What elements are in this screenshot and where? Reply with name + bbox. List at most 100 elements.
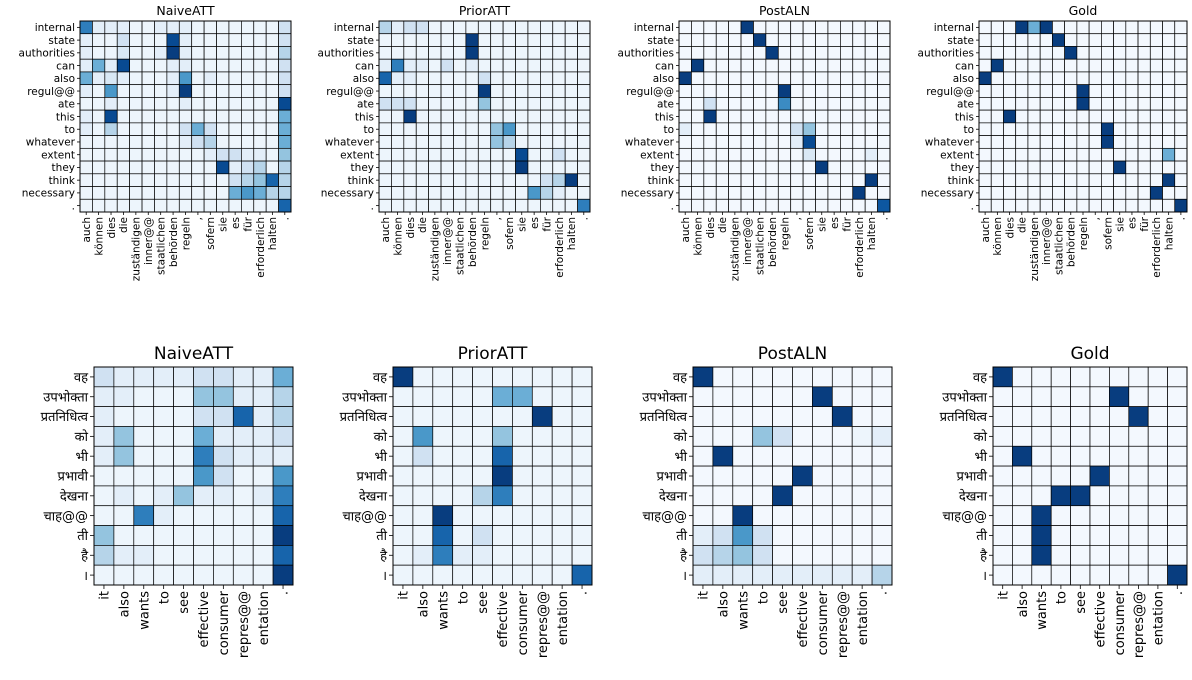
heatmap-cell — [265, 160, 279, 175]
heatmap-cell — [253, 109, 267, 124]
heatmap-cell — [564, 122, 578, 136]
heatmap-cell — [552, 186, 566, 200]
heatmap-cell — [178, 173, 193, 187]
heatmap-cell — [871, 366, 893, 388]
heatmap-cell — [703, 46, 717, 60]
heatmap-cell — [852, 160, 866, 175]
heatmap-cell — [1039, 135, 1053, 149]
heatmap-cell — [678, 160, 692, 175]
heatmap-cell — [1167, 406, 1188, 427]
heatmap-cell — [465, 186, 479, 200]
heatmap-cell — [815, 135, 829, 149]
heatmap-cell — [1003, 147, 1017, 162]
y-tick-label: authorities — [19, 48, 75, 60]
heatmap-cell — [1070, 445, 1091, 467]
heatmap-cell — [216, 58, 230, 73]
heatmap-panel-3: PostALNinternalstateauthoritiescanalsore… — [618, 3, 891, 281]
heatmap-cell — [141, 198, 155, 213]
heatmap-cell — [1031, 445, 1052, 467]
heatmap-cell — [440, 160, 454, 175]
heatmap-cell — [252, 485, 274, 507]
heatmap-cell — [851, 406, 873, 427]
y-tick-label: । — [682, 569, 687, 584]
heatmap-cell — [92, 122, 106, 136]
heatmap-cell — [1031, 366, 1052, 388]
heatmap-cell — [540, 20, 554, 35]
heatmap-cell — [490, 173, 504, 187]
heatmap-cell — [1101, 58, 1114, 73]
heatmap-cell — [540, 135, 554, 149]
heatmap-cell — [692, 564, 714, 586]
heatmap-cell — [790, 46, 804, 60]
heatmap-cell — [815, 58, 829, 73]
heatmap-cell — [512, 525, 533, 546]
heatmap-cell — [1147, 564, 1168, 586]
heatmap-cell — [1088, 97, 1102, 111]
heatmap-cell — [990, 58, 1004, 73]
heatmap-cell — [1088, 33, 1102, 47]
heatmap-cell — [1050, 564, 1071, 586]
heatmap-cell — [812, 426, 833, 447]
heatmap-cell — [166, 198, 180, 213]
heatmap-cell — [141, 97, 155, 111]
heatmap-cell — [815, 20, 829, 35]
heatmap-cell — [1027, 147, 1041, 162]
heatmap-cell — [551, 525, 573, 546]
heatmap-cell — [551, 406, 573, 427]
heatmap-cell — [502, 33, 516, 47]
heatmap-cell — [732, 366, 754, 388]
heatmap-cell — [877, 122, 891, 136]
heatmap-cell — [1125, 46, 1139, 60]
heatmap-cell — [527, 109, 541, 124]
heatmap-cell — [1050, 386, 1071, 407]
heatmap-cell — [113, 485, 135, 507]
heatmap-cell — [203, 84, 217, 98]
heatmap-cell — [552, 198, 566, 213]
x-tick-label: repres@@ — [536, 591, 551, 658]
heatmap-cell — [412, 366, 434, 388]
heatmap-cell — [1052, 33, 1065, 47]
heatmap-cell — [1137, 20, 1151, 35]
heatmap-cell — [104, 84, 118, 98]
heatmap-cell — [564, 46, 578, 60]
heatmap-cell — [1137, 46, 1151, 60]
heatmap-cell — [871, 505, 893, 526]
x-tick-label: inner@@ — [442, 217, 454, 265]
heatmap-cell — [173, 525, 194, 546]
heatmap-cell — [802, 97, 816, 111]
heatmap-cell — [978, 160, 992, 175]
heatmap-cell — [831, 366, 853, 388]
heatmap-cell — [232, 366, 254, 388]
x-tick-label: dies — [405, 217, 417, 239]
heatmap-cell — [477, 84, 492, 98]
heatmap-cell — [378, 97, 392, 111]
heatmap-cell — [1003, 33, 1017, 47]
x-tick-label: die — [1017, 217, 1029, 233]
heatmap-cell — [477, 147, 492, 162]
heatmap-cell — [1109, 366, 1130, 388]
heatmap-cell — [412, 406, 434, 427]
x-tick-label: repres@@ — [1132, 591, 1147, 658]
x-tick-label: wants — [436, 591, 451, 630]
heatmap-cell — [740, 71, 754, 86]
heatmap-cell — [253, 20, 267, 35]
heatmap-cell — [691, 173, 705, 187]
heatmap-cell — [173, 426, 194, 447]
heatmap-cell — [203, 20, 217, 35]
heatmap-cell — [1162, 135, 1176, 149]
heatmap-cell — [812, 525, 833, 546]
heatmap-cell — [527, 160, 541, 175]
heatmap-cell — [213, 386, 234, 407]
heatmap-cell — [740, 58, 754, 73]
heatmap-cell — [728, 122, 742, 136]
heatmap-panel-4: Goldinternalstateauthoritiescanalsoregul… — [918, 3, 1188, 281]
heatmap-cell — [877, 33, 891, 47]
heatmap-cell — [453, 58, 467, 73]
x-tick-label: also — [717, 591, 732, 617]
heatmap-cell — [191, 97, 205, 111]
x-tick-label: zuständigen — [1029, 217, 1041, 281]
heatmap-cell — [812, 386, 833, 407]
heatmap-cell — [79, 122, 93, 136]
heatmap-cell — [216, 33, 230, 47]
heatmap-cell — [1031, 485, 1052, 507]
